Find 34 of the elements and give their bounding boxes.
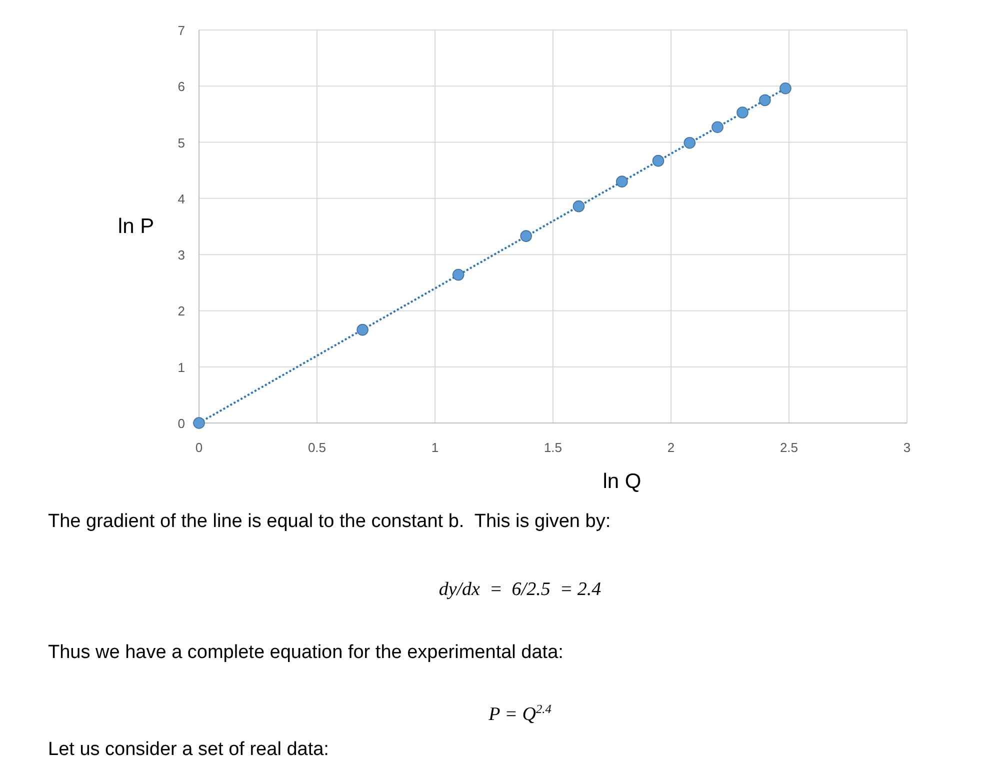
y-tick-label: 6 xyxy=(178,79,185,94)
y-axis-title: ln P xyxy=(118,215,154,238)
point xyxy=(780,82,792,94)
y-tick-label: 7 xyxy=(178,23,185,38)
x-tick-label: 1 xyxy=(431,440,439,455)
point xyxy=(736,106,748,118)
x-tick-label: 2.5 xyxy=(780,440,798,455)
y-tick-label: 3 xyxy=(178,248,185,263)
point xyxy=(759,94,771,106)
point xyxy=(572,200,585,212)
text: Thus we have a complete equation for the experimental data: xyxy=(48,642,564,663)
y-tick-label: 0 xyxy=(178,416,185,431)
point xyxy=(712,121,724,134)
x-tick-label: 0.5 xyxy=(308,440,326,455)
text: Let us consider a set of real data: xyxy=(48,739,329,760)
x-tick-label: 2 xyxy=(667,440,675,455)
point xyxy=(684,136,696,149)
x-tick-label: 0 xyxy=(195,440,203,455)
point xyxy=(452,268,464,281)
x-tick-label: 3 xyxy=(903,440,911,455)
y-tick-label: 5 xyxy=(178,135,185,150)
x-axis-title: ln Q xyxy=(602,470,642,493)
point xyxy=(356,324,368,336)
point xyxy=(520,230,532,242)
text: The gradient of the line is equal to the constant b. This is given by: xyxy=(48,511,611,532)
x-tick-label: 1.5 xyxy=(544,440,562,455)
point xyxy=(616,176,628,188)
point xyxy=(652,154,664,167)
y-tick-label: 4 xyxy=(178,191,185,206)
text: dy/dx = 6/2.5 = 2.4 xyxy=(438,579,602,600)
y-tick-label: 1 xyxy=(178,360,185,375)
y-tick-label: 2 xyxy=(178,304,185,319)
point xyxy=(193,417,205,429)
text: P = Q$^{2.4}$ xyxy=(488,702,552,725)
